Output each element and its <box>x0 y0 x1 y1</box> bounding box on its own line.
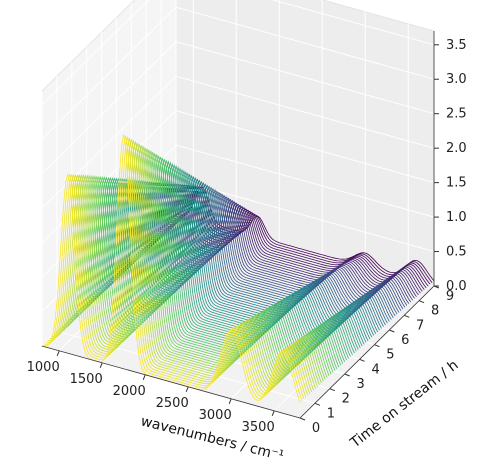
y-tick <box>344 373 350 377</box>
grid-line <box>175 6 435 80</box>
z-tick-label: 1.5 <box>446 176 467 191</box>
spectrum-line <box>166 185 425 290</box>
y-tick <box>374 344 380 348</box>
z-tick-label: 3.0 <box>446 72 467 87</box>
y-tick <box>389 329 395 333</box>
z-tick-label: 1.0 <box>446 210 467 225</box>
y-tick-label: 0 <box>312 421 320 436</box>
spectrum-line <box>45 136 305 400</box>
y-tick-label: 5 <box>386 348 394 363</box>
x-axis-line <box>41 345 301 419</box>
x-tick <box>99 362 103 368</box>
y-tick-label: 4 <box>371 362 379 377</box>
x-tick <box>185 386 189 392</box>
spectrum-line <box>131 181 390 322</box>
spectrum-line <box>49 139 309 396</box>
y-tick-label: 8 <box>431 304 439 319</box>
grid-line <box>71 316 330 390</box>
x-tick-label: 3000 <box>199 408 232 423</box>
grid-line <box>41 6 177 140</box>
spectrum-line <box>175 186 435 282</box>
z-tick-label: 3.5 <box>446 38 467 53</box>
z-tick-label: 2.0 <box>446 141 467 156</box>
grid-line <box>41 75 177 209</box>
x-tick-label: 1000 <box>27 360 60 375</box>
grid-line <box>175 41 435 115</box>
grid-line <box>175 110 435 184</box>
x-tick-label: 2000 <box>113 384 146 399</box>
spectrum-line <box>90 162 349 359</box>
y-tick <box>404 314 410 318</box>
y-tick-label: 9 <box>446 289 454 304</box>
y-tick <box>299 417 306 421</box>
z-axis-label: absorbance <box>481 215 484 297</box>
x-tick <box>228 398 232 404</box>
grid-line <box>175 75 435 149</box>
y-tick-label: 1 <box>327 406 335 421</box>
grid-line <box>271 0 435 46</box>
y-tick <box>329 388 335 392</box>
z-tick-label: 0.0 <box>446 279 467 294</box>
grid-line <box>175 179 435 252</box>
y-tick-label: 2 <box>342 392 350 407</box>
spectrum-line <box>43 135 303 401</box>
y-axis-line <box>299 285 435 419</box>
spectrum-line <box>47 137 307 398</box>
y-tick <box>314 402 321 406</box>
y-tick <box>359 358 365 362</box>
y-tick-label: 7 <box>416 318 424 333</box>
x-tick <box>56 350 60 356</box>
grid-line <box>175 144 435 218</box>
x-tick <box>142 374 146 380</box>
y-tick-label: 6 <box>401 333 409 348</box>
y-axis-label: Time on stream / h <box>347 357 462 452</box>
y-tick-label: 3 <box>357 377 365 392</box>
x-tick-label: 3500 <box>242 420 275 435</box>
spectra-series <box>41 134 435 403</box>
grid-line <box>41 0 150 106</box>
z-tick-label: 0.5 <box>446 245 467 260</box>
grid-line <box>56 330 316 404</box>
y-tick <box>418 300 425 304</box>
x-tick <box>271 410 275 416</box>
x-tick-label: 2500 <box>156 396 189 411</box>
grid-line <box>41 41 177 175</box>
spectrum-line <box>53 141 313 393</box>
z-tick-label: 2.5 <box>446 107 467 122</box>
x-tick-label: 1500 <box>70 372 103 387</box>
